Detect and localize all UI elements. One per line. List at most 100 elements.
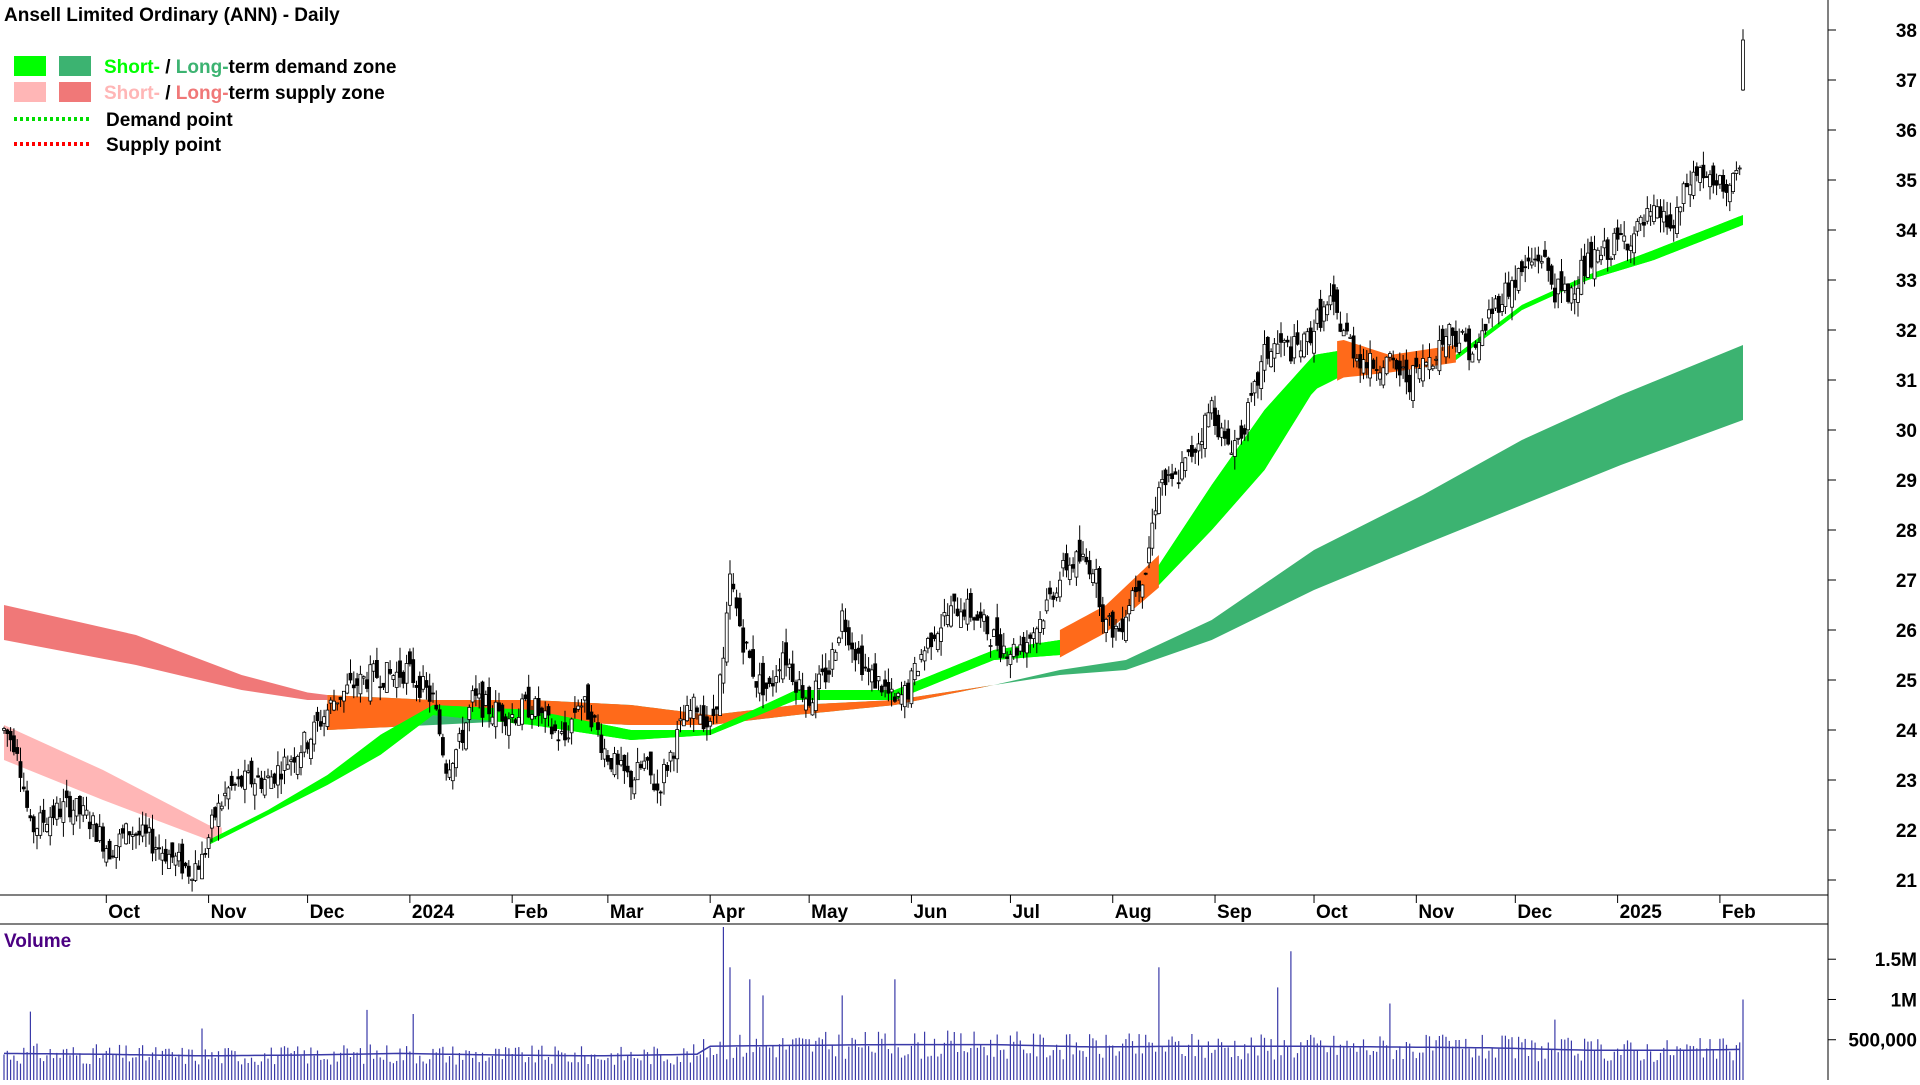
candle-body (473, 688, 478, 696)
candle-body (1678, 206, 1683, 213)
legend-label-rest: term supply zone (229, 83, 385, 104)
candle-body (374, 660, 379, 678)
price-tick-label: 29 (1896, 471, 1917, 492)
candle-body (58, 808, 62, 817)
candle-body (1305, 331, 1310, 343)
candle-body (1130, 590, 1135, 611)
candle-body (226, 787, 231, 800)
candle-body (1467, 328, 1471, 361)
candle-body (1242, 428, 1247, 435)
candle-body (1546, 257, 1551, 271)
candle-body (622, 754, 627, 772)
candle-body (1685, 182, 1689, 188)
candle-body (972, 617, 976, 621)
candle-body (384, 662, 389, 693)
legend-swatch-short (14, 82, 46, 102)
long-term-supply-zone (4, 605, 328, 700)
candle-body (1480, 330, 1485, 346)
volume-panel: Volume 500,000 1M 1.5M (3, 927, 1917, 1080)
candle-body (170, 842, 175, 858)
candle-body (107, 840, 112, 860)
candle-body (1553, 287, 1557, 303)
candle-body (1513, 279, 1518, 288)
candle-body (87, 821, 92, 830)
candle-body (1084, 556, 1089, 563)
candle-body (922, 650, 927, 662)
candle-body (850, 642, 854, 650)
volume-label: Volume (4, 931, 71, 952)
candle-body (573, 708, 577, 713)
candle-body (1506, 282, 1511, 297)
short-term-demand-zone (1158, 351, 1338, 585)
candle-body (1110, 611, 1115, 638)
candle-body (124, 823, 128, 845)
candle-body (1718, 175, 1722, 185)
candle-body (935, 633, 940, 651)
legend: Ansell Limited Ordinary (ANN) - Daily Sh… (4, 5, 396, 156)
candle-body (256, 775, 261, 778)
candle-body (675, 729, 680, 760)
candle-body (705, 716, 709, 728)
candle-body (15, 747, 20, 754)
candle-body (305, 742, 310, 750)
candle-body (183, 862, 188, 867)
candle-body (11, 735, 16, 753)
candle-body (1642, 221, 1646, 226)
candle-body (563, 722, 567, 741)
candle-body (1615, 227, 1620, 240)
candle-body (1351, 335, 1356, 359)
candle-body (724, 612, 729, 663)
candle-body (1516, 268, 1521, 291)
candle-body (1219, 427, 1224, 438)
candle-body (526, 686, 531, 718)
candle-body (559, 731, 564, 734)
candle-body (813, 680, 818, 711)
candle-body (68, 795, 72, 818)
candle-body (137, 830, 142, 836)
candle-body (751, 649, 755, 677)
candle-body (1173, 471, 1178, 475)
candle-body (1503, 282, 1508, 308)
candle-body (398, 660, 402, 678)
candle-body (242, 770, 247, 790)
candle-body (1589, 241, 1594, 268)
candle-body (1298, 350, 1303, 358)
candle-body (341, 690, 346, 702)
candle-body (949, 605, 953, 627)
candle-body (1074, 551, 1079, 578)
candle-body (886, 682, 891, 694)
candle-body (988, 645, 993, 647)
volume-average-line (3, 1043, 1740, 1057)
candle-body (1229, 452, 1234, 455)
candle-body (556, 739, 561, 742)
volume-tick-label: 500,000 (1848, 1031, 1917, 1052)
candle-body (1526, 257, 1531, 262)
candle-body (54, 802, 59, 820)
candle-body (1104, 619, 1108, 634)
candle-body (1582, 255, 1587, 277)
candle-body (1054, 592, 1059, 598)
candle-body (1153, 510, 1158, 516)
candle-body (1477, 342, 1481, 361)
candle-body (790, 663, 795, 683)
candle-body (787, 663, 792, 668)
candle-body (1566, 283, 1570, 302)
candle-body (1358, 354, 1363, 369)
candle-body (520, 698, 524, 725)
candle-body (312, 721, 317, 745)
candle-body (1724, 183, 1729, 193)
candle-body (820, 668, 825, 673)
candle-body (1384, 356, 1389, 375)
candle-body (771, 683, 775, 687)
candle-body (1569, 287, 1574, 304)
candle-body (272, 773, 277, 784)
candle-body (1209, 400, 1214, 414)
candle-body (1071, 564, 1075, 569)
candle-body (41, 809, 46, 823)
legend-label-long: Long- (176, 57, 229, 78)
candle-body (612, 753, 617, 776)
candle-body (1454, 330, 1458, 347)
candle-body (1483, 323, 1488, 331)
candle-body (94, 823, 99, 842)
candle-body (1058, 579, 1062, 598)
